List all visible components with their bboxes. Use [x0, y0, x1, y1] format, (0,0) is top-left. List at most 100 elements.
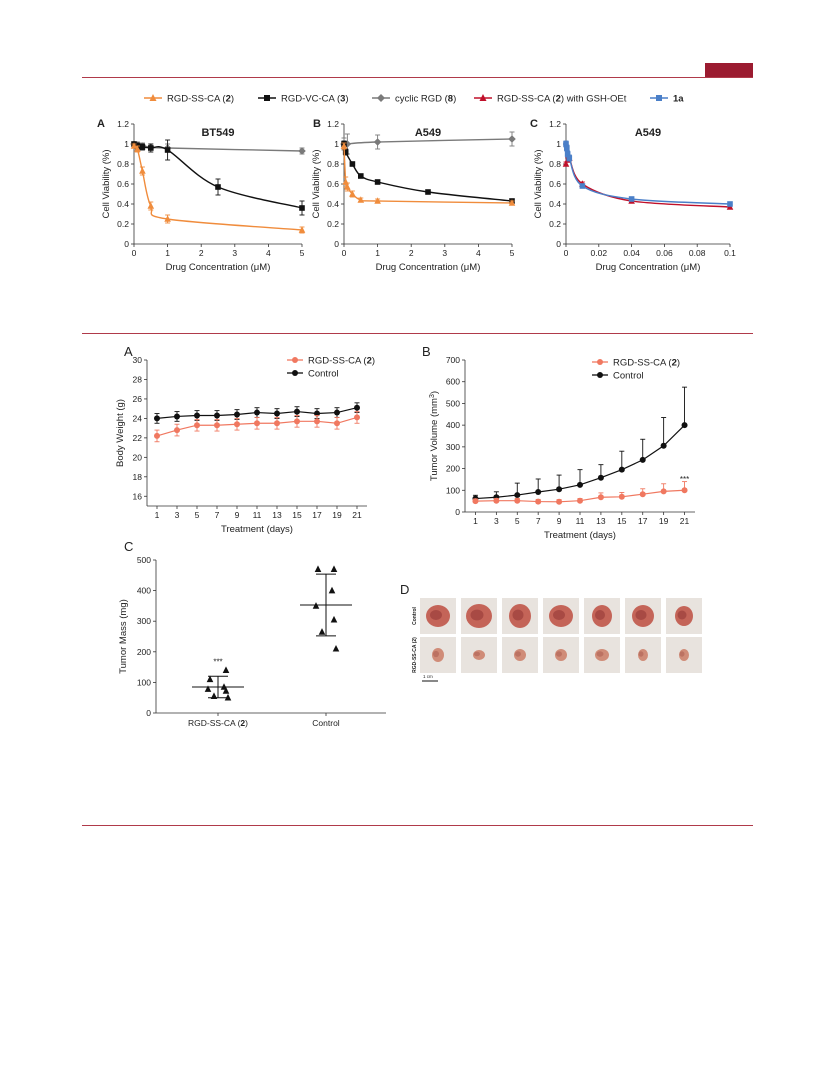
data-point	[274, 420, 280, 427]
tumor-shade	[512, 609, 524, 621]
label-part: 1a	[673, 94, 684, 105]
x-tick-label: RGD-SS-CA (2)	[188, 718, 248, 728]
legend-entry: RGD-SS-CA (2)	[308, 356, 375, 367]
y-tick-label: 0.8	[549, 159, 561, 169]
y-tick-label: 200	[137, 647, 151, 657]
header-tab	[705, 63, 753, 77]
bottom-rule	[82, 825, 753, 826]
panel-1A: 0 0.2 0.4 0.6 0.8 1 1.2 0 1 2 3 4 5 A BT549 Drug Concen…	[97, 118, 306, 273]
y-tick-label: 400	[137, 586, 151, 596]
data-point	[639, 491, 646, 498]
scale-bar-label: 1 cm	[423, 674, 433, 679]
figure1-legend: RGD-SS-CA (2) RGD-VC-CA (3) cyclic RGD (8)…	[144, 94, 684, 105]
data-point	[154, 432, 160, 439]
series	[341, 140, 515, 204]
y-tick-label: 1	[334, 139, 339, 149]
x-tick-label: 13	[272, 510, 282, 520]
x-tick-label: 13	[596, 516, 606, 526]
x-tick-label: 7	[215, 510, 220, 520]
x-tick-label: 9	[557, 516, 562, 526]
x-tick-label: 0.02	[591, 248, 608, 258]
top-rule	[82, 77, 753, 78]
scatter-group	[300, 565, 352, 652]
panel-letter: B	[313, 118, 321, 130]
x-tick-label: 19	[332, 510, 342, 520]
data-point	[660, 442, 667, 449]
x-tick-label: 0	[342, 248, 347, 258]
photo-row-label: Control	[412, 607, 418, 625]
series	[154, 411, 360, 443]
data-point	[134, 145, 141, 152]
x-tick-label: 0.1	[724, 248, 736, 258]
data-point	[508, 135, 516, 143]
data-point	[577, 481, 583, 488]
x-tick-label: 0.06	[656, 248, 673, 258]
data-point	[294, 418, 300, 425]
y-tick-label: 16	[133, 491, 143, 501]
data-point	[194, 422, 200, 429]
label-part: RGD-SS-CA (	[613, 358, 672, 369]
data-point	[204, 685, 212, 692]
y-tick-label: 400	[446, 420, 460, 430]
significance-annotation: ***	[213, 658, 222, 667]
data-point	[349, 161, 356, 167]
label-part: 3	[429, 394, 436, 398]
y-tick-label: 0.8	[327, 159, 339, 169]
panel-title: BT549	[201, 127, 234, 139]
x-tick-label: 3	[442, 248, 447, 258]
data-point	[343, 140, 352, 148]
y-tick-label: 28	[133, 374, 143, 384]
x-tick-label: 11	[576, 516, 585, 526]
series-line	[565, 143, 731, 205]
data-point	[294, 408, 300, 415]
x-tick-label: 2	[199, 248, 204, 258]
panel-letter: A	[124, 344, 133, 359]
x-tick-label: 5	[515, 516, 520, 526]
x-tick-label: 2	[409, 248, 414, 258]
y-tick-label: 100	[137, 677, 151, 687]
series-line	[565, 155, 731, 208]
label-part: 2	[672, 358, 677, 369]
data-point	[508, 199, 516, 206]
panel-2C: 0 100 200 300 400 500 C Tumor Mass (mg) RGD-SS-C…	[118, 539, 386, 728]
legend-entry: 1a	[673, 94, 684, 105]
label-part: cyclic RGD (	[395, 94, 449, 105]
y-tick-label: 200	[446, 464, 460, 474]
data-point	[254, 420, 260, 427]
data-point	[597, 474, 604, 481]
data-point	[577, 497, 583, 504]
label-part: ) with GSH-OEt	[561, 94, 627, 105]
label-part: RGD-SS-CA (	[497, 94, 556, 105]
x-axis-label: Drug Concentration (μM)	[596, 262, 701, 273]
legend-marker	[292, 357, 298, 363]
series-line	[343, 138, 513, 145]
label-part: )	[231, 94, 234, 105]
legend-marker	[597, 372, 603, 378]
x-tick-label: 1	[473, 516, 478, 526]
data-point	[535, 489, 542, 496]
data-point	[566, 155, 573, 161]
data-point	[194, 412, 200, 419]
data-point	[618, 493, 625, 500]
y-tick-label: 1.2	[549, 119, 561, 129]
data-point	[374, 179, 381, 185]
panel-letter: D	[400, 582, 409, 597]
data-point	[332, 644, 340, 652]
data-point	[130, 142, 138, 149]
data-point	[354, 414, 360, 421]
tumor-shade	[679, 651, 685, 657]
data-point	[358, 173, 364, 179]
data-point	[312, 602, 320, 609]
data-point	[342, 149, 349, 155]
x-tick-label: 15	[292, 510, 302, 520]
middle-rule	[82, 333, 753, 334]
legend-marker	[149, 94, 157, 101]
tumor-shade	[474, 651, 480, 657]
y-tick-label: 1	[556, 139, 561, 149]
data-point	[334, 409, 340, 416]
y-tick-label: 500	[446, 398, 460, 408]
label-part: )	[245, 718, 248, 728]
x-tick-label: 0.08	[689, 248, 706, 258]
legend-marker	[656, 95, 662, 101]
